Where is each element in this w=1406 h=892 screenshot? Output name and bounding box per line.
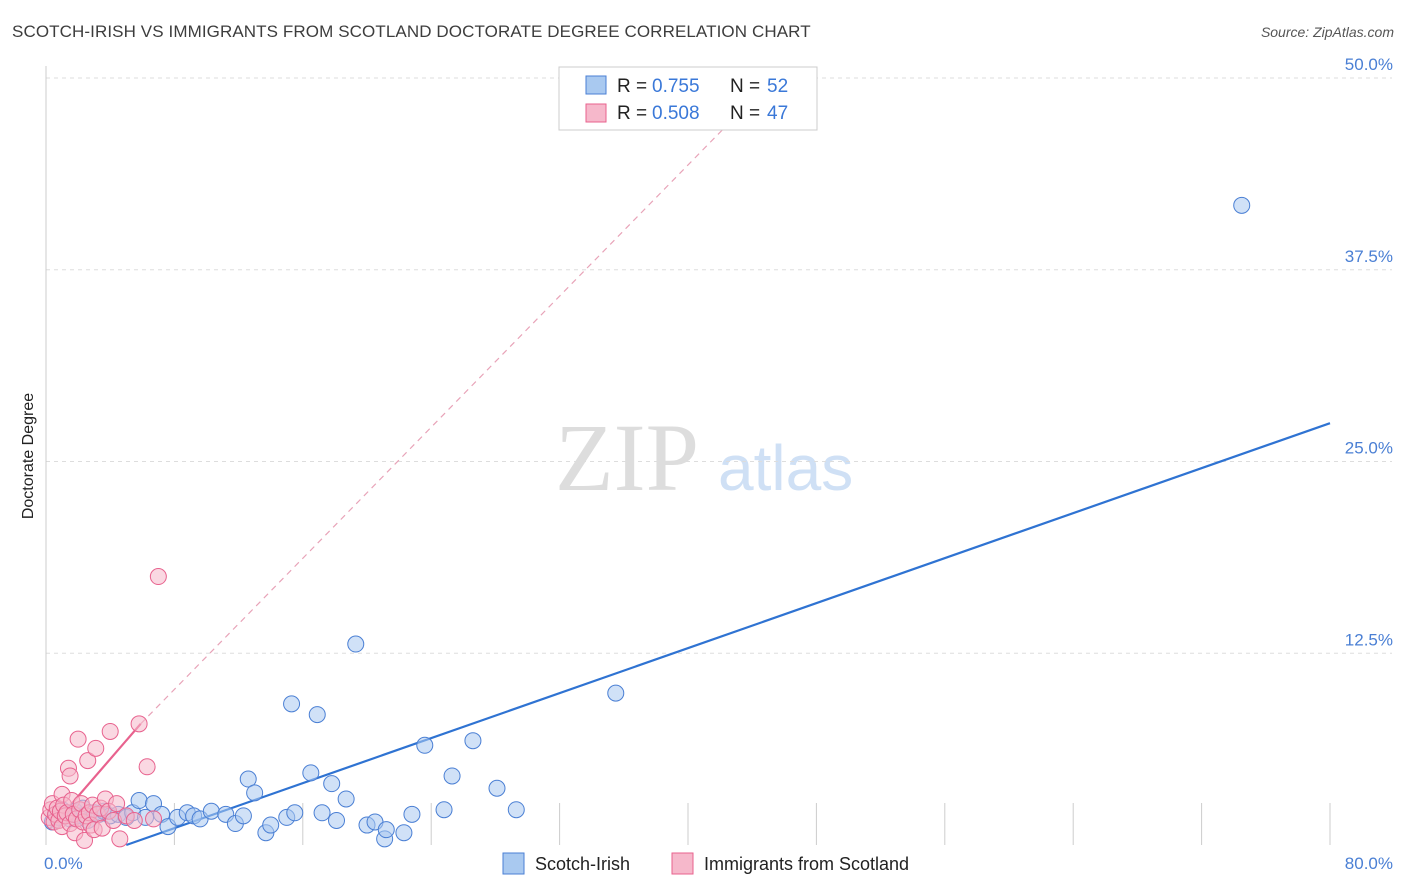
watermark-zip: ZIP xyxy=(555,404,699,511)
legend-n-value-2: 47 xyxy=(767,103,788,124)
point-immigrants-scotland xyxy=(108,795,126,813)
point-scotch-irish xyxy=(239,770,257,788)
chart-source: Source: ZipAtlas.com xyxy=(1260,24,1394,40)
y-tick-label: 25.0% xyxy=(1345,439,1393,458)
bottom-legend-label-scotch-irish: Scotch-Irish xyxy=(535,854,630,874)
tick-labels: 12.5% 25.0% 37.5% 50.0% 0.0% 80.0% xyxy=(44,55,1393,873)
point-scotch-irish xyxy=(416,736,434,754)
point-scotch-irish xyxy=(607,684,625,702)
y-axis-label: Doctorate Degree xyxy=(20,393,37,519)
watermark-atlas: atlas xyxy=(718,432,853,504)
point-scotch-irish xyxy=(262,816,280,834)
point-scotch-irish xyxy=(464,732,482,750)
point-immigrants-scotland xyxy=(125,811,143,829)
point-scotch-irish xyxy=(202,802,220,820)
point-scotch-irish xyxy=(283,695,301,713)
point-immigrants-scotland xyxy=(138,758,156,776)
point-scotch-irish xyxy=(347,635,365,653)
point-scotch-irish xyxy=(328,811,346,829)
point-scotch-irish xyxy=(313,804,331,822)
point-scotch-irish xyxy=(337,790,355,808)
bottom-legend-swatch-immigrants-scotland xyxy=(671,852,694,875)
point-scotch-irish xyxy=(1233,196,1251,214)
legend-r-value-1: 0.755 xyxy=(652,76,700,97)
point-immigrants-scotland xyxy=(149,568,167,586)
point-immigrants-scotland xyxy=(87,739,105,757)
chart-title: SCOTCH-IRISH VS IMMIGRANTS FROM SCOTLAND… xyxy=(12,22,811,41)
data-points xyxy=(40,196,1251,849)
legend-swatch-scotch-irish xyxy=(585,75,607,95)
point-immigrants-scotland xyxy=(130,715,148,733)
series-legend: Scotch-Irish Immigrants from Scotland xyxy=(502,852,909,875)
point-immigrants-scotland xyxy=(69,730,87,748)
point-scotch-irish xyxy=(377,821,395,839)
legend-n-label-2: N = xyxy=(730,103,760,124)
y-tick-label: 12.5% xyxy=(1345,630,1393,649)
point-scotch-irish xyxy=(507,801,525,819)
point-scotch-irish xyxy=(403,805,421,823)
point-immigrants-scotland xyxy=(79,752,97,770)
x-tick-label: 80.0% xyxy=(1345,854,1393,873)
point-scotch-irish xyxy=(323,775,341,793)
point-scotch-irish xyxy=(130,792,148,810)
stats-legend: R = 0.755 N = 52 R = 0.508 N = 47 xyxy=(558,66,818,131)
legend-r-label-2: R = xyxy=(617,103,647,124)
legend-n-value-1: 52 xyxy=(767,76,788,97)
y-tick-label: 37.5% xyxy=(1345,247,1393,266)
bottom-legend-swatch-scotch-irish xyxy=(502,852,525,875)
point-immigrants-scotland xyxy=(101,722,119,740)
y-tick-label: 50.0% xyxy=(1345,55,1393,74)
point-immigrants-scotland xyxy=(76,831,94,849)
legend-n-label-1: N = xyxy=(730,76,760,97)
point-scotch-irish xyxy=(443,767,461,785)
point-scotch-irish xyxy=(286,804,304,822)
legend-r-label-1: R = xyxy=(617,76,647,97)
point-scotch-irish xyxy=(435,801,453,819)
axes xyxy=(45,66,1331,845)
x-tick-label: 0.0% xyxy=(44,854,83,873)
gridlines xyxy=(46,77,1392,654)
point-scotch-irish xyxy=(246,784,264,802)
point-scotch-irish xyxy=(395,824,413,842)
bottom-legend-label-immigrants-scotland: Immigrants from Scotland xyxy=(704,854,909,874)
trend-line-scotch-irish xyxy=(125,422,1331,847)
point-scotch-irish xyxy=(488,779,506,797)
point-scotch-irish xyxy=(234,807,252,825)
trend-line-immigrants-scotland-extended xyxy=(140,123,729,725)
legend-swatch-immigrants-scotland xyxy=(585,103,607,123)
point-immigrants-scotland xyxy=(145,810,163,828)
point-scotch-irish xyxy=(308,706,326,724)
watermark: ZIP atlas xyxy=(555,404,853,511)
legend-r-value-2: 0.508 xyxy=(652,103,700,124)
point-immigrants-scotland xyxy=(61,767,79,785)
point-scotch-irish xyxy=(302,764,320,782)
point-immigrants-scotland xyxy=(111,830,129,848)
